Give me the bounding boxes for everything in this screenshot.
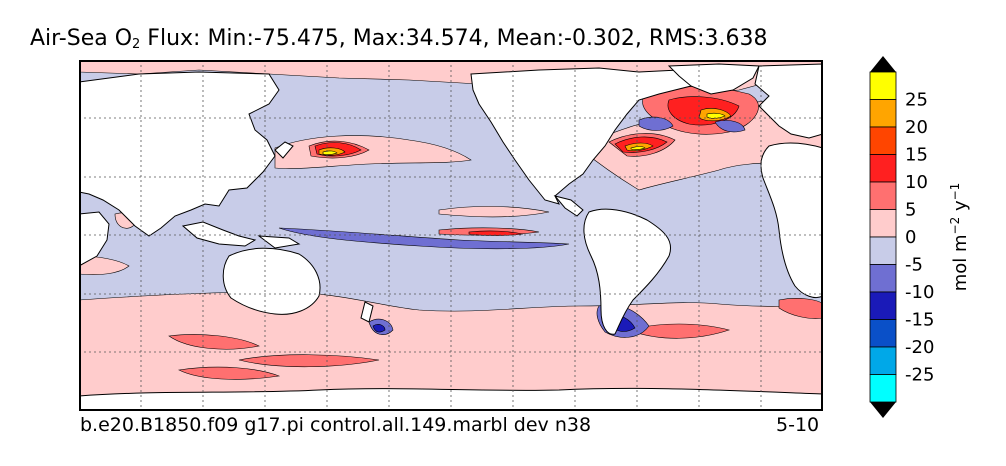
run-name: b.e20.B1850.f09 g17.pi control.all.149.m… (80, 414, 592, 436)
colorbar-tick-label: -5 (905, 255, 923, 276)
colorbar-swatch (869, 71, 897, 100)
colorbar-overflow-max (870, 56, 896, 72)
landmass-new-guinea (257, 235, 301, 249)
colorbar-tick-label: -20 (905, 337, 934, 358)
colorbar-tick-label: 5 (905, 200, 916, 221)
landmass-africa-east (79, 211, 110, 267)
colorbar-label-exp2: −1 (948, 183, 962, 201)
date-range: 5-10 (776, 414, 820, 436)
graticule (79, 60, 823, 411)
title-prefix: Air-Sea O (30, 26, 133, 51)
colorbar-swatch (869, 374, 897, 403)
colorbar-tick-label: 20 (905, 117, 928, 138)
colorbar-tick-label: 10 (905, 172, 928, 193)
landmass-japan (274, 141, 294, 159)
colorbar-label-mid: y (950, 200, 971, 217)
map-border (79, 60, 823, 411)
colorbar-ticks: 25 20 15 10 5 0 -5 -10 -15 -20 -25 (905, 90, 934, 386)
title-subscript: 2 (132, 37, 141, 52)
landmass-africa-west (760, 142, 823, 299)
colorbar-swatch (869, 209, 897, 238)
colorbar-swatch (869, 126, 897, 155)
title-suffix: Flux: Min:-75.475, Max:34.574, Mean:-0.3… (140, 26, 768, 51)
landmass-australia (222, 247, 321, 315)
colorbar-label-exp1: −2 (948, 217, 962, 235)
colorbar-label-main: mol m (950, 234, 971, 291)
colorbar-tick-label: 25 (905, 90, 928, 111)
colorbar-tick-label: 0 (905, 227, 916, 248)
moderate-outgassing-regions (168, 86, 823, 380)
colorbar-swatch (869, 154, 897, 183)
landmass-south-america (583, 208, 671, 335)
landmass-greenland (667, 63, 760, 95)
colorbar-swatch (869, 99, 897, 128)
landmass-new-zealand (360, 301, 374, 323)
landmass-indonesia (181, 221, 257, 247)
colorbar-swatches (869, 56, 897, 418)
colorbar-swatch (869, 236, 897, 265)
colorbar-label: mol m−2 y−1 (948, 183, 971, 292)
colorbar-overflow-min (870, 402, 896, 418)
peak-outgassing-cores (318, 108, 732, 156)
colorbar-swatch (869, 181, 897, 210)
colorbar-swatch (869, 319, 897, 348)
flux-map (79, 60, 823, 411)
colorbar: 25 20 15 10 5 0 -5 -10 -15 -20 -25 mol m−2 y−1 (869, 56, 971, 418)
landmass-central-america (553, 195, 584, 217)
colorbar-tick-label: -25 (905, 365, 934, 386)
landmass-europe (754, 63, 823, 139)
colorbar-swatch (869, 264, 897, 293)
landmass-asia-west (79, 71, 280, 237)
plot-title: Air-Sea O2 Flux: Min:-75.475, Max:34.574… (30, 26, 768, 52)
colorbar-swatch (869, 291, 897, 320)
colorbar-tick-label: 15 (905, 145, 928, 166)
colorbar-tick-label: -10 (905, 282, 934, 303)
colorbar-tick-label: -15 (905, 310, 934, 331)
colorbar-swatch (869, 346, 897, 375)
